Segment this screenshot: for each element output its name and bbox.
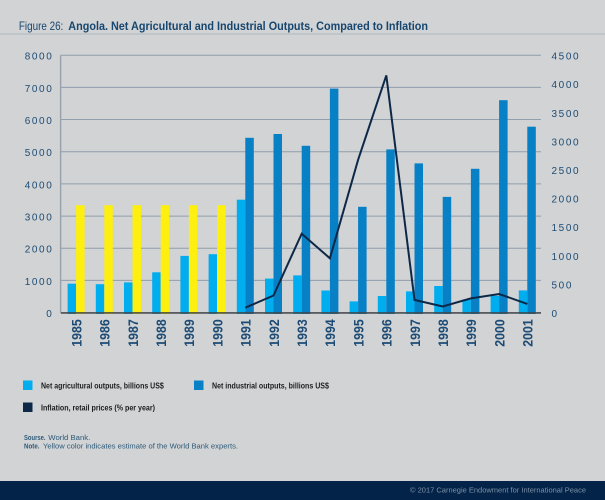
svg-text:2000: 2000 <box>552 195 581 206</box>
svg-text:4000: 4000 <box>552 80 581 91</box>
svg-text:2500: 2500 <box>552 166 581 177</box>
svg-text:3000: 3000 <box>552 137 581 148</box>
svg-text:© 2017 Carnegie Endowment for: © 2017 Carnegie Endowment for Internatio… <box>410 486 586 494</box>
svg-text:1999: 1999 <box>463 319 479 347</box>
svg-text:1989: 1989 <box>181 319 197 347</box>
svg-text:2000: 2000 <box>491 319 507 347</box>
svg-text:Sourse.: Sourse. <box>24 435 46 442</box>
svg-text:1992: 1992 <box>266 319 282 347</box>
svg-text:Note.: Note. <box>24 444 40 451</box>
svg-text:1997: 1997 <box>407 319 423 347</box>
svg-text:1986: 1986 <box>97 319 113 347</box>
svg-text:3000: 3000 <box>25 212 54 223</box>
svg-text:1988: 1988 <box>153 319 169 347</box>
svg-text:4000: 4000 <box>25 180 54 191</box>
svg-text:World Bank.: World Bank. <box>48 435 90 442</box>
svg-text:0: 0 <box>46 309 53 320</box>
svg-text:1998: 1998 <box>435 319 451 347</box>
svg-text:2001: 2001 <box>520 319 536 347</box>
svg-text:1000: 1000 <box>25 277 54 288</box>
svg-text:1990: 1990 <box>209 319 225 347</box>
svg-text:1000: 1000 <box>552 252 581 263</box>
svg-text:2000: 2000 <box>25 245 54 256</box>
svg-text:Figure 26:: Figure 26: <box>19 19 63 33</box>
svg-text:1993: 1993 <box>294 319 310 347</box>
svg-text:Angola. Net Agricultural and I: Angola. Net Agricultural and Industrial … <box>68 19 428 33</box>
svg-text:Net agricultural outputs, bill: Net agricultural outputs, billions US$ <box>41 382 164 391</box>
svg-text:1995: 1995 <box>350 319 366 347</box>
svg-text:4500: 4500 <box>552 52 581 63</box>
svg-text:Net industrial outputs, billio: Net industrial outputs, billions US$ <box>212 382 329 391</box>
svg-text:1994: 1994 <box>322 319 338 347</box>
svg-text:1996: 1996 <box>379 319 395 347</box>
svg-text:1985: 1985 <box>68 319 84 347</box>
svg-text:1500: 1500 <box>552 223 581 234</box>
svg-text:1987: 1987 <box>125 319 141 347</box>
svg-text:7000: 7000 <box>25 84 54 95</box>
svg-text:8000: 8000 <box>25 52 54 63</box>
svg-text:500: 500 <box>552 280 574 291</box>
svg-text:5000: 5000 <box>25 148 54 159</box>
svg-text:Inflation, retail prices (% pe: Inflation, retail prices (% per year) <box>41 404 155 413</box>
svg-text:6000: 6000 <box>25 116 54 127</box>
svg-text:1991: 1991 <box>238 319 254 347</box>
svg-text:Yellow color indicates estimat: Yellow color indicates estimate of the W… <box>43 444 238 451</box>
svg-text:0: 0 <box>552 309 559 320</box>
svg-text:3500: 3500 <box>552 109 581 120</box>
